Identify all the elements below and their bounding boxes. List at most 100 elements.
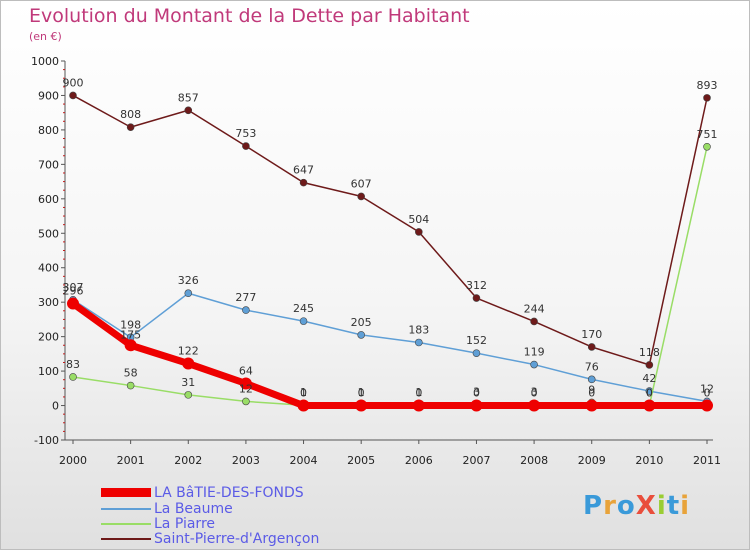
data-label: 175 xyxy=(120,328,141,341)
series-point-3 xyxy=(645,361,654,369)
legend-swatch-la-batie xyxy=(101,488,151,497)
series-line-0 xyxy=(69,300,711,410)
data-label: 0 xyxy=(704,387,711,400)
data-label: 9 xyxy=(588,383,595,396)
y-tick-label: 700 xyxy=(38,158,59,171)
series-point-0 xyxy=(182,357,195,370)
data-label: 753 xyxy=(235,127,256,140)
series-point-1 xyxy=(587,375,596,384)
series-point-1 xyxy=(184,289,193,298)
data-label: 647 xyxy=(293,164,314,177)
series-point-0 xyxy=(67,297,79,310)
data-label: 31 xyxy=(181,376,195,389)
legend-swatch-la-piarre xyxy=(101,523,151,525)
data-label: 244 xyxy=(524,302,545,315)
data-label: 900 xyxy=(63,76,84,89)
data-label: 751 xyxy=(697,128,718,141)
series-point-1 xyxy=(530,360,538,369)
data-label: 857 xyxy=(178,91,199,104)
series-point-1 xyxy=(299,317,308,325)
y-tick-label: 600 xyxy=(38,193,59,206)
data-label: 42 xyxy=(642,372,656,385)
series-point-3 xyxy=(530,317,538,326)
series-point-2 xyxy=(703,142,711,151)
data-label: 1 xyxy=(300,386,307,399)
series-point-3 xyxy=(587,343,596,351)
series-point-2 xyxy=(69,373,77,381)
legend-label-la-piarre: La Piarre xyxy=(154,516,216,532)
data-label: 198 xyxy=(120,318,141,331)
data-label: 118 xyxy=(639,346,660,359)
x-tick-label: 2008 xyxy=(520,454,548,467)
series-point-0 xyxy=(355,399,368,412)
y-tick-label: 900 xyxy=(38,89,59,102)
series-point-0 xyxy=(701,399,713,412)
data-label: 205 xyxy=(351,316,372,329)
data-label: 83 xyxy=(66,358,80,371)
series-point-0 xyxy=(470,399,483,412)
data-label: 183 xyxy=(408,323,429,336)
series-point-0 xyxy=(124,339,137,352)
y-tick-label: 100 xyxy=(38,365,59,378)
data-label: 0 xyxy=(300,387,307,400)
series-point-0 xyxy=(412,399,425,412)
series-point-3 xyxy=(472,294,481,302)
logo-letter: X xyxy=(635,491,657,521)
logo-letter: o xyxy=(616,491,636,521)
data-label: 504 xyxy=(408,213,429,226)
data-label: 12 xyxy=(239,382,253,395)
y-tick-label: 800 xyxy=(38,124,59,137)
data-label: 326 xyxy=(178,274,199,287)
legend-swatch-la-beaume xyxy=(101,508,151,510)
series-point-0 xyxy=(239,377,252,390)
chart-subtitle: (en €) xyxy=(29,30,62,43)
series-point-1 xyxy=(242,306,250,314)
series-point-2 xyxy=(242,397,250,406)
y-tick-label: 500 xyxy=(38,227,59,240)
series-point-3 xyxy=(299,178,308,187)
logo-letter: P xyxy=(583,491,604,521)
series-point-3 xyxy=(703,94,711,102)
series-point-1 xyxy=(357,331,365,339)
x-tick-label: 2007 xyxy=(462,454,490,467)
y-tick-label: 0 xyxy=(52,400,59,413)
data-label: 122 xyxy=(178,345,199,358)
data-label: 152 xyxy=(466,334,487,347)
y-tick-label: 1000 xyxy=(31,55,59,68)
x-tick-label: 2005 xyxy=(347,454,375,467)
series-point-1 xyxy=(472,349,481,357)
data-label: 607 xyxy=(351,177,372,190)
series-point-3 xyxy=(357,192,365,201)
data-label: 0 xyxy=(531,387,538,400)
series-point-3 xyxy=(184,106,193,115)
data-label: 0 xyxy=(646,387,653,400)
data-label: 170 xyxy=(581,328,602,341)
x-tick-label: 2001 xyxy=(117,454,145,467)
x-tick-label: 2002 xyxy=(174,454,202,467)
y-tick-label: 300 xyxy=(38,296,59,309)
series-point-2 xyxy=(184,391,193,399)
data-label: 0 xyxy=(588,387,595,400)
data-label: 893 xyxy=(697,79,718,92)
data-label: 808 xyxy=(120,108,141,121)
data-label: 296 xyxy=(63,285,84,298)
proxiti-logo: ProXiti xyxy=(583,491,690,521)
x-tick-label: 2006 xyxy=(405,454,433,467)
data-label: 307 xyxy=(63,281,84,294)
x-tick-label: 2009 xyxy=(578,454,606,467)
series-point-0 xyxy=(528,399,541,412)
x-tick-label: 2004 xyxy=(290,454,318,467)
data-label: 0 xyxy=(415,387,422,400)
data-label: 12 xyxy=(700,382,714,395)
series-point-3 xyxy=(69,91,77,100)
series-point-3 xyxy=(242,142,250,150)
data-label: 0 xyxy=(646,387,653,400)
logo-letter: i xyxy=(656,491,667,521)
legend-swatch-saint-pierre xyxy=(101,538,151,540)
data-label: 1 xyxy=(358,386,365,399)
data-label: 64 xyxy=(239,364,253,377)
data-label: 277 xyxy=(235,291,256,304)
series-point-3 xyxy=(415,228,423,236)
